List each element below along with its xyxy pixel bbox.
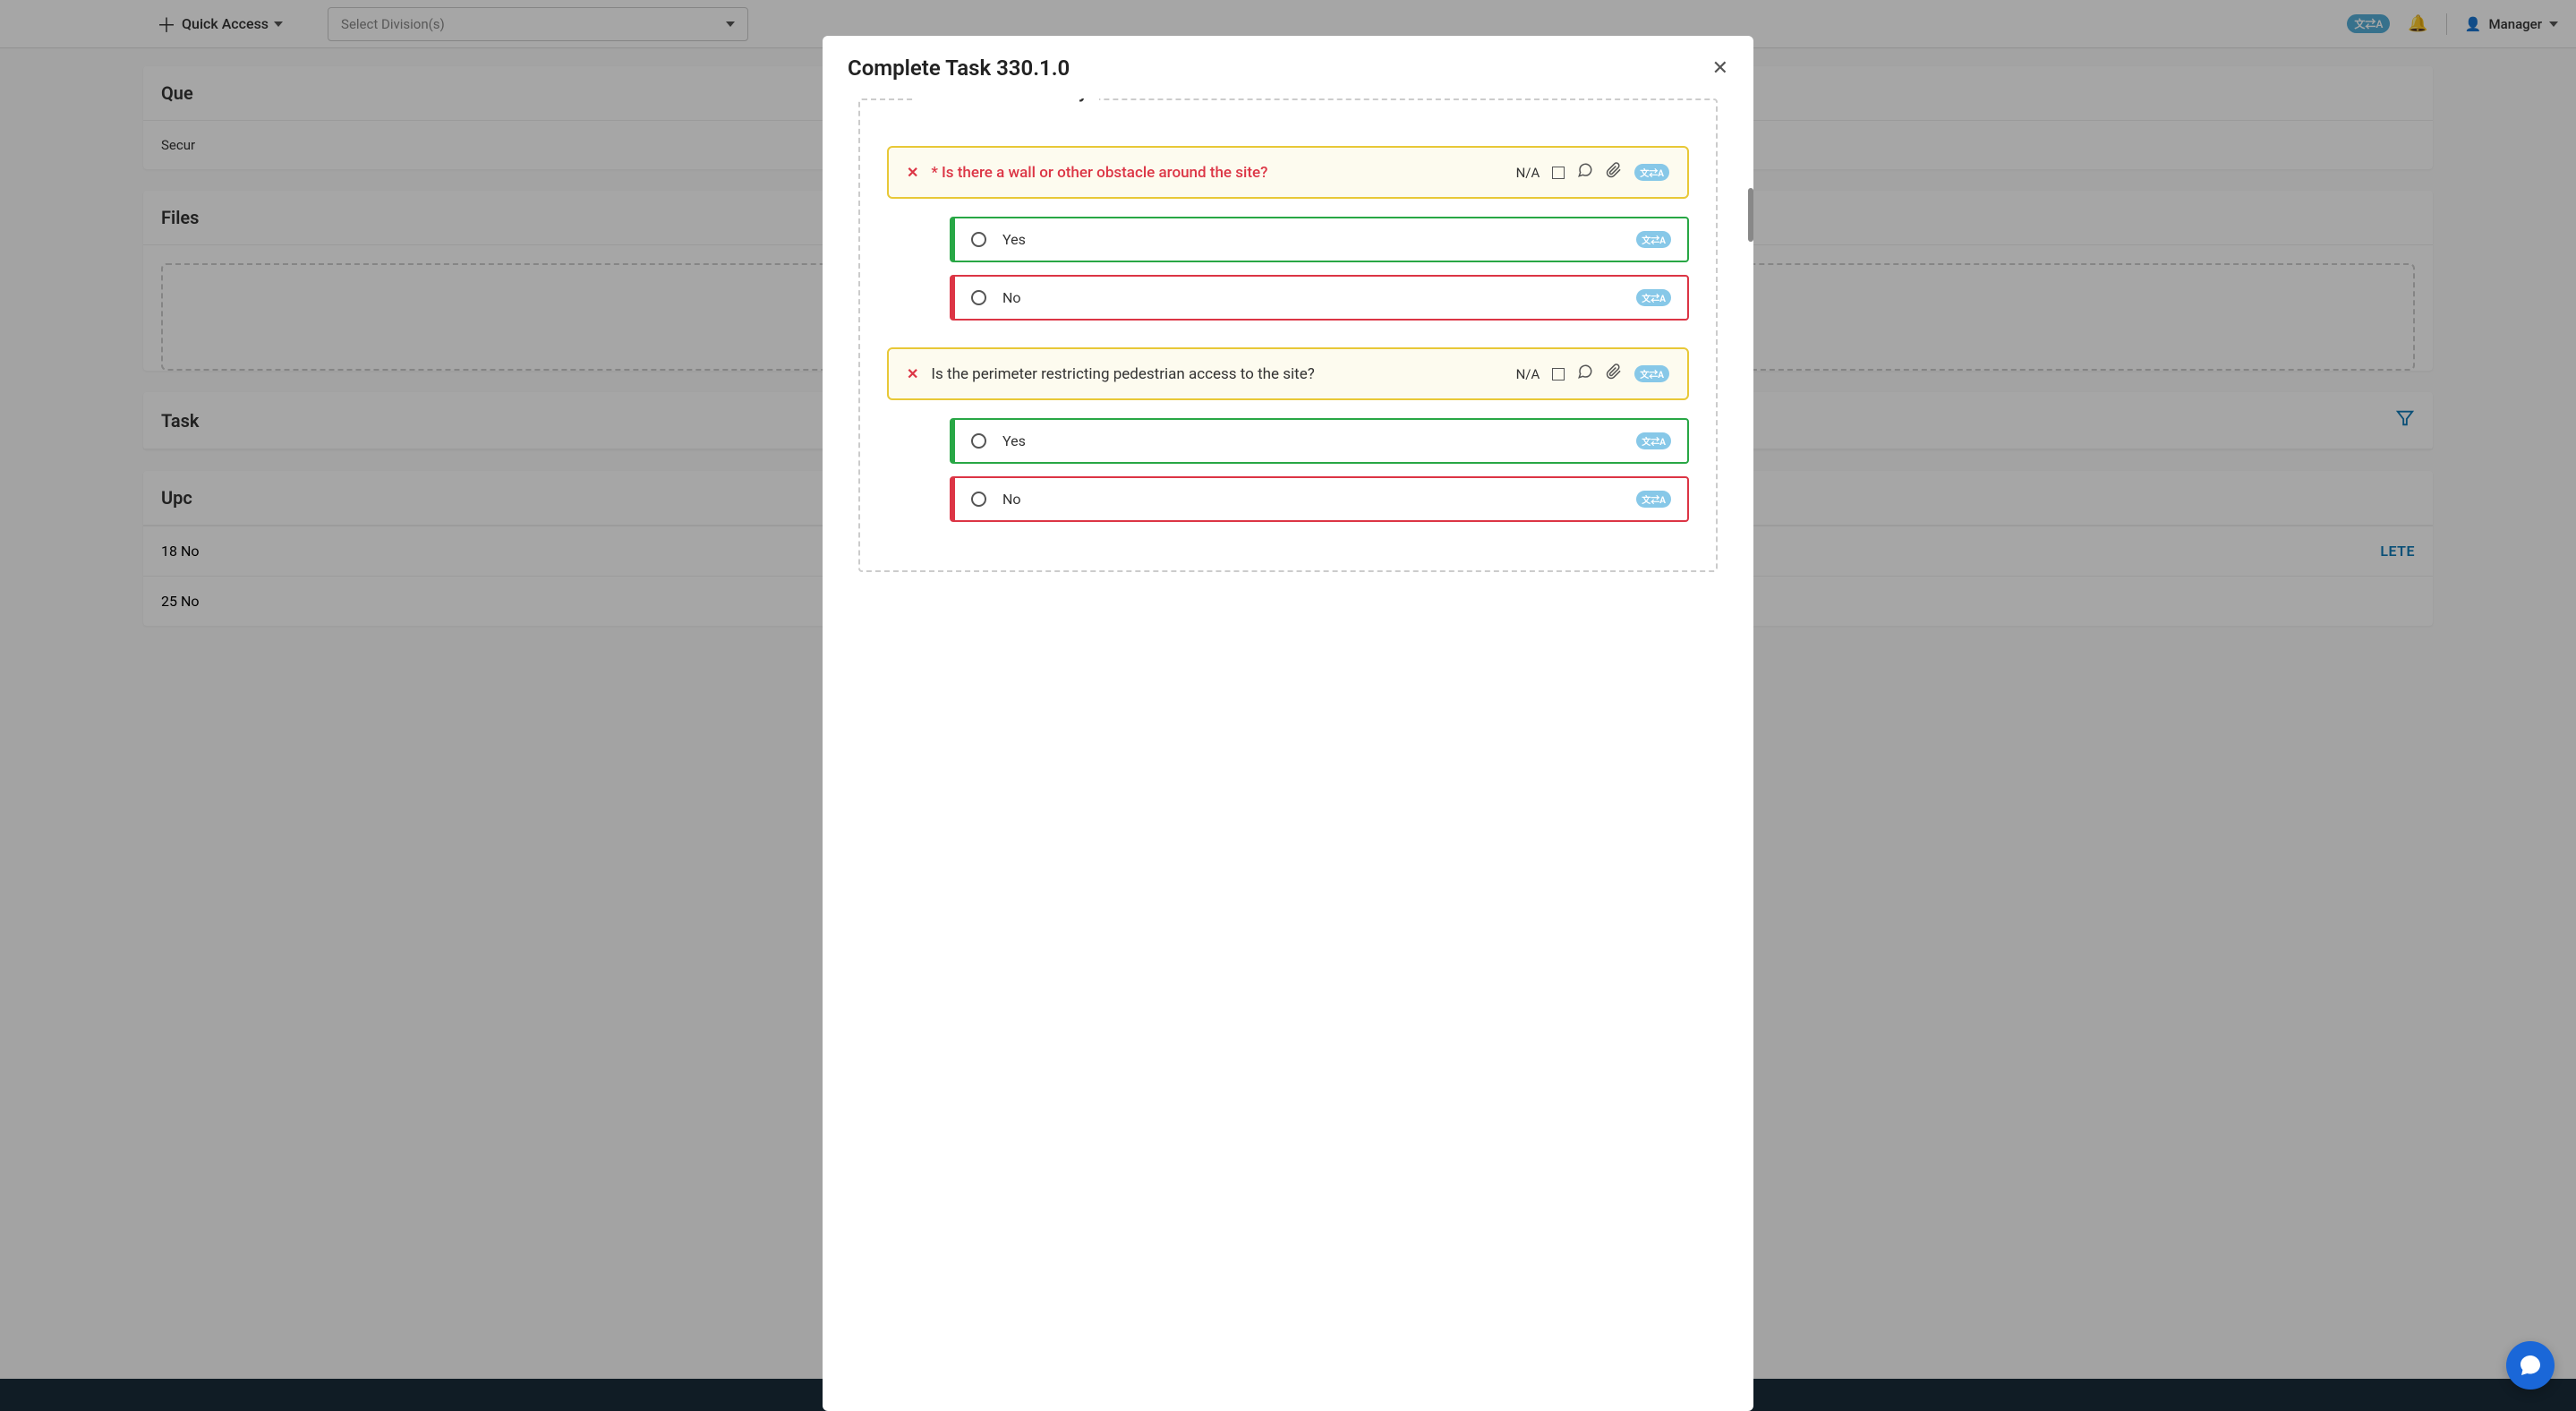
comment-icon[interactable] [1577, 162, 1593, 183]
complete-link[interactable]: LETE [2380, 543, 2415, 560]
attachment-icon[interactable] [1606, 363, 1622, 384]
question-text: *Is there a wall or other obstacle aroun… [931, 164, 1503, 182]
plus-icon: ＋ [157, 10, 176, 38]
answer-label: Yes [1002, 432, 1620, 449]
question-text: Is the perimeter restricting pedestrian … [931, 365, 1503, 383]
na-checkbox[interactable] [1552, 368, 1565, 381]
answer-no[interactable]: No 文⇄A [950, 275, 1689, 321]
na-label: N/A [1516, 165, 1540, 181]
question-item: ✕ Is the perimeter restricting pedestria… [887, 347, 1689, 400]
chat-icon[interactable] [2506, 1341, 2555, 1390]
remove-icon[interactable]: ✕ [907, 164, 918, 181]
radio-icon [971, 232, 986, 247]
division-placeholder: Select Division(s) [341, 16, 445, 32]
user-menu[interactable]: 👤 Manager [2465, 16, 2558, 32]
radio-icon [971, 433, 986, 449]
task-date: 18 No [161, 543, 200, 560]
scrollbar[interactable] [1748, 188, 1753, 242]
radio-icon [971, 492, 986, 507]
quick-access-menu[interactable]: ＋ Quick Access [157, 10, 283, 38]
chevron-down-icon [726, 21, 735, 27]
chevron-down-icon [2549, 21, 2558, 27]
comment-icon[interactable] [1577, 363, 1593, 384]
quick-access-label: Quick Access [182, 15, 269, 32]
translate-icon[interactable]: 文⇄A [1636, 432, 1671, 449]
answer-label: No [1002, 289, 1620, 306]
questionnaire-section: Perimeter Security ✕ *Is there a wall or… [858, 98, 1718, 572]
close-icon[interactable]: ✕ [1712, 56, 1728, 80]
attachment-icon[interactable] [1606, 162, 1622, 183]
user-label: Manager [2489, 16, 2542, 32]
answer-label: No [1002, 491, 1620, 508]
chevron-down-icon [274, 21, 283, 27]
section-title: Perimeter Security [914, 98, 1099, 103]
modal-title: Complete Task 330.1.0 [848, 56, 1070, 81]
radio-icon [971, 290, 986, 305]
bell-icon[interactable]: 🔔 [2408, 14, 2427, 33]
na-label: N/A [1516, 366, 1540, 382]
division-select[interactable]: Select Division(s) [328, 7, 748, 41]
translate-icon[interactable]: 文⇄A [1636, 289, 1671, 306]
answer-yes[interactable]: Yes 文⇄A [950, 217, 1689, 262]
question-item: ✕ *Is there a wall or other obstacle aro… [887, 146, 1689, 199]
tasks-heading: Task [161, 410, 200, 432]
answer-label: Yes [1002, 231, 1620, 248]
divider [2446, 13, 2447, 35]
answer-no[interactable]: No 文⇄A [950, 476, 1689, 522]
task-date: 25 No [161, 593, 200, 610]
required-asterisk: * [931, 164, 938, 182]
na-checkbox[interactable] [1552, 167, 1565, 179]
user-icon: 👤 [2465, 16, 2482, 32]
answer-yes[interactable]: Yes 文⇄A [950, 418, 1689, 464]
translate-icon[interactable]: 文⇄A [1636, 231, 1671, 248]
translate-icon[interactable]: 文⇄A [1634, 365, 1669, 382]
complete-task-modal: Complete Task 330.1.0 ✕ Perimeter Securi… [823, 36, 1753, 1411]
translate-icon[interactable]: 文⇄A [2347, 14, 2390, 33]
remove-icon[interactable]: ✕ [907, 365, 918, 382]
translate-icon[interactable]: 文⇄A [1634, 164, 1669, 181]
filter-icon[interactable] [2395, 408, 2415, 432]
translate-icon[interactable]: 文⇄A [1636, 491, 1671, 508]
